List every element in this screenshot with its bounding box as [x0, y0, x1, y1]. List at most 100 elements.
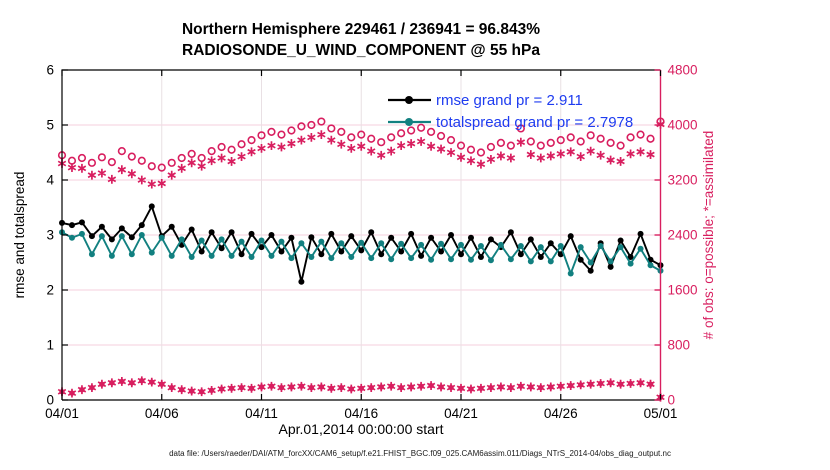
totalspread-point: [78, 230, 85, 237]
rmse-point: [318, 251, 325, 258]
num_obs_possible-point: [87, 158, 97, 167]
legend-totalspread-marker: [405, 118, 413, 126]
rmse-point: [198, 248, 205, 255]
rmse-point: [118, 225, 125, 232]
x-tick-label: 04/06: [145, 406, 179, 421]
num_obs_possible-point: [446, 136, 456, 145]
num_obs_possible-point: [506, 141, 515, 150]
totalspread-point: [68, 234, 75, 241]
y-right-tick-label: 800: [668, 338, 691, 353]
x-tick-label: 05/01: [644, 406, 678, 421]
totalspread-point: [228, 252, 235, 259]
rmse-point: [208, 229, 215, 236]
totalspread-point: [288, 255, 295, 262]
totalspread-point: [358, 239, 365, 246]
totalspread-point: [577, 244, 584, 251]
num_obs_possible-point: [436, 131, 446, 141]
num_obs_possible-point: [177, 153, 186, 163]
num_obs_possible-point: [337, 127, 346, 136]
totalspread-point: [487, 257, 494, 264]
num_obs_possible-point: [606, 138, 615, 147]
num_obs_possible-point: [257, 131, 266, 140]
rmse-point: [248, 230, 255, 237]
plot-area: 04/01 04/06 04/11 04/16 04/21 04/26 05/0101234…: [45, 63, 697, 422]
rmse-point: [627, 254, 634, 260]
totalspread-point: [368, 255, 375, 262]
num_obs_possible-point: [546, 138, 555, 147]
rmse-point: [477, 254, 484, 260]
x-axis-label: Apr.01,2014 00:00:00 start: [278, 421, 443, 437]
totalspread-point: [467, 256, 474, 263]
num_obs_possible-point: [357, 130, 366, 139]
num_obs_possible-point: [347, 133, 356, 142]
rmse-point: [418, 252, 425, 259]
totalspread-point: [108, 252, 115, 259]
totalspread-point: [637, 245, 644, 252]
y-right-tick-label: 4000: [668, 118, 698, 133]
rmse-point: [168, 223, 175, 230]
rmse-point: [288, 234, 295, 241]
num_obs_possible-point: [536, 141, 545, 150]
y-right-tick-label: 4800: [668, 63, 698, 78]
rmse-point: [547, 240, 554, 247]
y-left-tick-label: 0: [46, 393, 54, 408]
num_obs_possible-point: [576, 137, 585, 146]
rmse-point: [617, 237, 624, 244]
rmse-point: [358, 247, 365, 254]
num_obs_possible-point: [586, 131, 595, 140]
rmse-point: [537, 254, 544, 260]
num_obs_possible-point: [397, 129, 406, 138]
rmse-point: [458, 251, 464, 258]
x-tick-label: 04/21: [444, 406, 478, 421]
rmse-point: [567, 233, 574, 240]
num_obs_possible-point: [327, 124, 336, 133]
rmse-point: [517, 251, 524, 258]
rmse-point: [527, 236, 534, 243]
totalspread-point: [318, 238, 325, 245]
num_obs_possible-point: [317, 117, 326, 126]
rmse-point: [218, 245, 225, 252]
num_obs_possible-point: [217, 142, 226, 152]
totalspread-point: [547, 258, 554, 265]
totalspread-point: [398, 240, 405, 247]
x-tick-label: 04/26: [544, 406, 578, 421]
num_obs_possible-point: [616, 141, 625, 150]
totalspread-point: [128, 251, 135, 258]
totalspread-point: [138, 232, 145, 238]
legend-item-rmse: rmse grand pr = 2.911: [388, 92, 583, 109]
num_obs_possible-point: [596, 134, 605, 143]
num_obs_possible-point: [556, 136, 565, 145]
num_obs_possible-point: [646, 134, 655, 143]
rmse-point: [348, 233, 355, 240]
x-tick-label: 04/11: [245, 406, 278, 421]
num_obs_possible-point: [516, 124, 525, 133]
rmse-point: [587, 267, 594, 274]
num_obs_possible-point: [197, 153, 206, 163]
rmse-point: [378, 251, 385, 258]
totalspread-point: [557, 243, 564, 249]
rmse-point: [228, 229, 235, 236]
rmse-point: [98, 223, 105, 230]
rmse-point: [238, 251, 245, 258]
num_obs_possible-point: [77, 153, 87, 163]
num_obs_possible-point: [207, 147, 216, 156]
y-left-tick-label: 3: [46, 228, 54, 243]
rmse-point: [607, 263, 614, 270]
num_obs_possible-point: [237, 140, 246, 149]
rmse-point: [88, 233, 95, 240]
x-tick-label: 04/16: [344, 406, 378, 421]
rmse-point: [408, 230, 415, 237]
totalspread-point: [527, 258, 534, 265]
y-right-tick-label: 1600: [668, 283, 698, 298]
totalspread-point: [438, 240, 445, 247]
num_obs_possible-point: [566, 133, 575, 142]
totalspread-point: [188, 254, 195, 260]
num_obs_possible-point: [417, 123, 426, 132]
num_obs_possible-point: [67, 156, 77, 165]
num_obs_possible-point: [456, 141, 466, 150]
rmse-point: [258, 244, 265, 251]
rmse-point: [338, 248, 345, 255]
totalspread-point: [328, 255, 335, 262]
rmse-point: [68, 222, 75, 229]
